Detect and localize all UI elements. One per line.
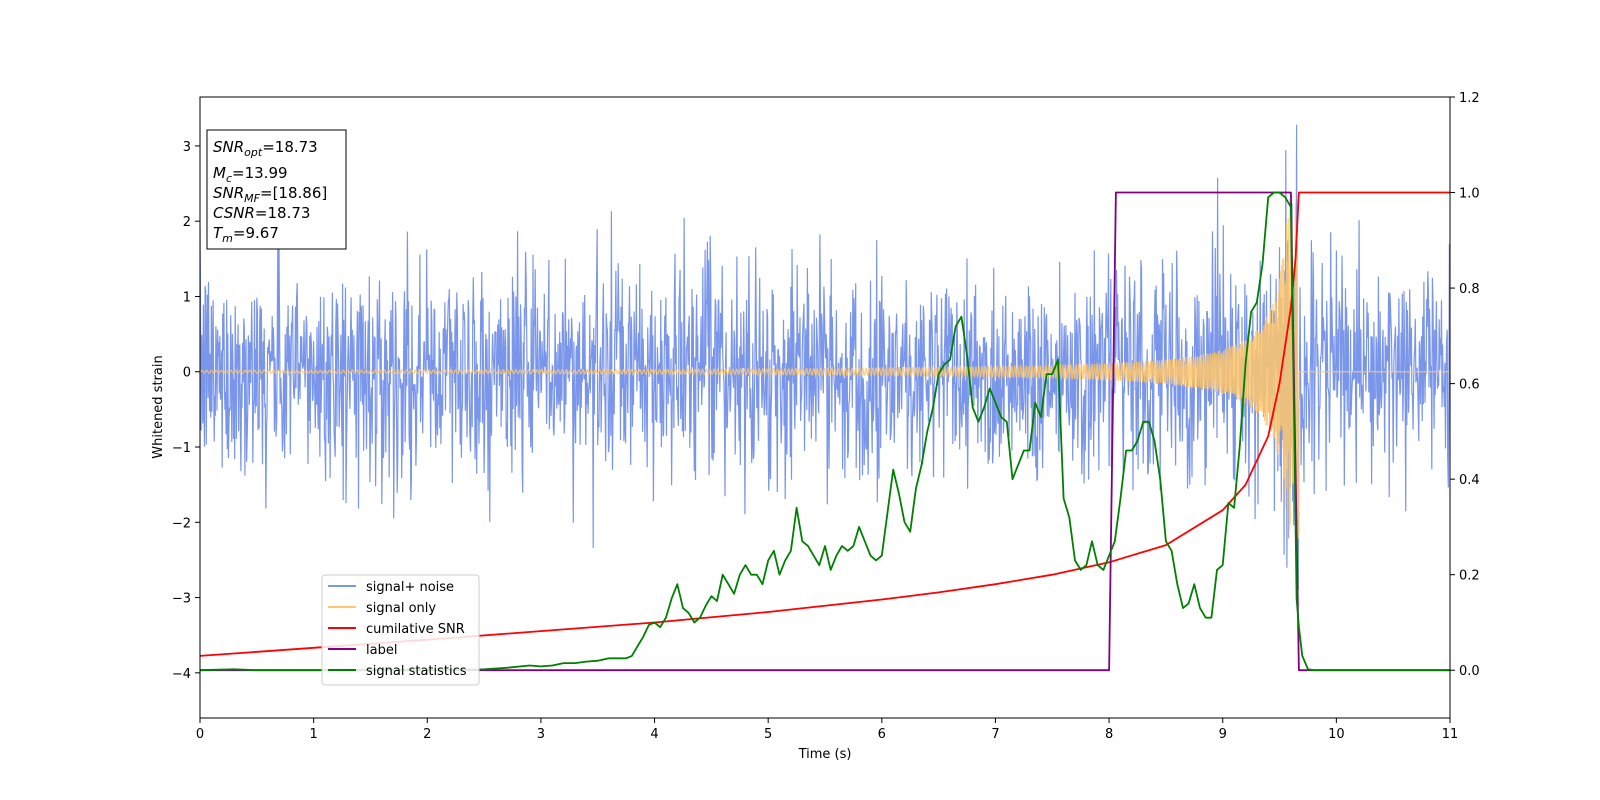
y-left-tick-label: 1 [183, 290, 191, 305]
info-snr-opt: SNRopt=18.73 [213, 138, 318, 159]
y-right-tick-label: 1.0 [1459, 187, 1480, 202]
info-csnr: CSNR=18.73 [213, 204, 310, 222]
legend-label-label: label [366, 643, 397, 658]
y-right-tick-label: 0.6 [1459, 378, 1480, 393]
y-right-tick-label: 1.2 [1459, 91, 1480, 106]
legend-label-cumulative-snr: cumilative SNR [366, 622, 465, 637]
x-tick-label: 11 [1442, 727, 1459, 742]
x-tick-label: 2 [423, 727, 431, 742]
x-tick-label: 8 [1105, 727, 1113, 742]
y-axis-label: Whitened strain [151, 355, 166, 458]
legend-label-signal-statistics: signal statistics [366, 664, 467, 679]
x-tick-label: 6 [878, 727, 886, 742]
info-box: SNRopt=18.73 Mc=13.99 SNRMF=[18.86] CSNR… [206, 129, 347, 250]
y-right-tick-label: 0.2 [1459, 569, 1480, 584]
y-left-tick-label: −3 [172, 592, 191, 607]
plot-frame [199, 96, 1451, 719]
legend-label-signal-only: signal only [366, 601, 436, 616]
info-snr-mf: SNRMF=[18.86] [213, 184, 327, 205]
x-tick-label: 3 [537, 727, 545, 742]
y-left-tick-label: −4 [172, 667, 191, 682]
y-left-tick-label: 2 [183, 215, 191, 230]
y-left-tick-label: 0 [183, 366, 191, 381]
y-left-tick-label: 3 [183, 140, 191, 155]
info-tm: Tm=9.67 [213, 224, 279, 245]
x-tick-label: 0 [196, 727, 204, 742]
y-axis-right: 0.0 0.2 0.4 0.6 0.8 1.0 1.2 [1450, 91, 1480, 679]
y-left-tick-label: −2 [172, 516, 191, 531]
y-left-tick-label: −1 [172, 441, 191, 456]
x-tick-label: 10 [1328, 727, 1345, 742]
y-right-tick-label: 0.8 [1459, 282, 1480, 297]
info-box-frame [206, 129, 347, 250]
x-tick-label: 7 [991, 727, 999, 742]
series-signal-only [200, 198, 1450, 540]
legend-frame [321, 574, 480, 686]
legend-label-signal-noise: signal+ noise [366, 580, 454, 595]
x-axis-label: Time (s) [798, 747, 852, 762]
y-right-tick-label: 0.0 [1459, 664, 1480, 679]
x-tick-label: 1 [309, 727, 317, 742]
x-tick-label: 4 [650, 727, 658, 742]
x-tick-label: 9 [1219, 727, 1227, 742]
x-tick-label: 5 [764, 727, 772, 742]
legend: signal+ noise signal only cumilative SNR… [321, 574, 480, 686]
info-mc: Mc=13.99 [213, 164, 288, 185]
x-axis: 0 1 2 3 4 5 6 7 8 9 10 11 [196, 718, 1458, 742]
series-layer [200, 124, 1450, 672]
series-signal-statistics [200, 191, 1450, 672]
y-axis-left: −4 −3 −2 −1 0 1 2 3 [172, 140, 200, 682]
y-right-tick-label: 0.4 [1459, 473, 1480, 488]
series-signal-noise [200, 124, 1450, 591]
